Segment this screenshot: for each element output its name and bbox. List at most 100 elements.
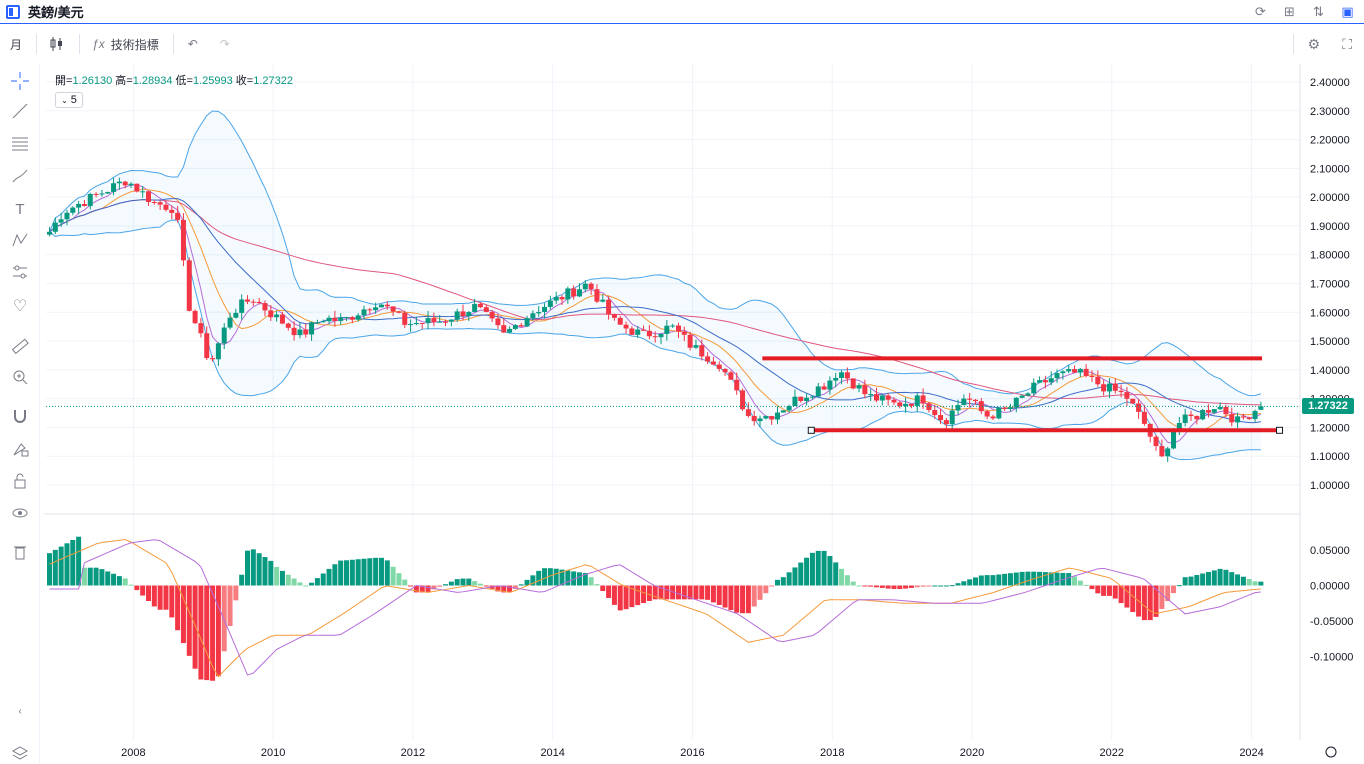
macd-histogram-bar	[134, 585, 140, 591]
macd-histogram-bar	[594, 584, 600, 586]
undo-icon[interactable]: ↶	[187, 37, 198, 51]
panel-toggle-icon[interactable]: ▣	[1341, 3, 1354, 19]
candle-body	[978, 401, 984, 412]
magnet-icon[interactable]	[9, 405, 31, 427]
candle-body	[751, 415, 757, 422]
macd-histogram-bar	[757, 585, 763, 600]
candle-body	[1188, 414, 1194, 417]
favorites-icon[interactable]: ♡	[12, 298, 28, 315]
macd-histogram-bar	[1002, 573, 1008, 586]
lock-icon[interactable]	[9, 470, 31, 492]
macd-histogram-bar	[850, 581, 856, 586]
macd-histogram-bar	[623, 585, 629, 610]
macd-histogram-bar	[1217, 568, 1223, 586]
text-tool-icon[interactable]: T	[15, 200, 25, 218]
candle-body	[1240, 416, 1246, 418]
time-tick-label: 2016	[680, 747, 704, 759]
candle-body	[70, 207, 76, 213]
candle-body	[483, 307, 489, 312]
indicators-button[interactable]: ƒx 技術指標	[92, 36, 159, 53]
candle-body	[245, 299, 251, 302]
macd-histogram-bar	[996, 574, 1002, 586]
macd-axis: 0.05000 0.00000 -0.05000 -0.10000	[1310, 545, 1353, 664]
settings-icon[interactable]: ⚙	[1307, 35, 1320, 52]
settings-gear-icon[interactable]	[1325, 746, 1337, 758]
macd-histogram-bar	[1159, 585, 1165, 609]
layers-icon[interactable]	[9, 742, 31, 764]
candle-body	[291, 327, 297, 336]
ruler-icon[interactable]	[9, 335, 31, 357]
time-tick-label: 2020	[960, 747, 984, 759]
candle-body	[774, 412, 780, 420]
refresh-icon[interactable]: ⟳	[1255, 3, 1266, 19]
zoom-in-icon[interactable]	[9, 366, 31, 388]
candle-body	[897, 402, 903, 407]
candle-body	[210, 358, 216, 360]
trash-icon[interactable]	[9, 541, 31, 563]
macd-histogram-bar	[233, 585, 239, 601]
macd-histogram-bar	[180, 585, 186, 644]
open-value: 1.26130	[72, 75, 113, 87]
candle-body	[658, 333, 664, 338]
candle-body	[792, 396, 798, 407]
macd-histogram-bar	[326, 568, 332, 586]
candle-body	[1165, 448, 1171, 457]
candle-body	[1235, 416, 1241, 423]
grid-icon[interactable]: ⊞	[1284, 3, 1295, 19]
macd-histogram-bar	[175, 585, 181, 631]
macd-histogram-bar	[932, 585, 938, 587]
interval-button[interactable]: 月	[10, 37, 23, 52]
candle-body	[93, 193, 99, 195]
lock-drawing-icon[interactable]	[9, 438, 31, 460]
macd-histogram-bar	[868, 585, 874, 587]
macd-histogram-bar	[192, 585, 198, 669]
pattern-icon[interactable]	[9, 229, 31, 251]
candle-body	[390, 306, 396, 312]
candle-body	[571, 288, 577, 297]
measure-icon[interactable]	[9, 261, 31, 283]
macd-line	[49, 538, 1261, 678]
candle-body	[786, 406, 792, 411]
candle-body	[809, 396, 815, 398]
price-tick-label: 1.90000	[1310, 221, 1350, 233]
candle-style-icon[interactable]	[49, 36, 65, 52]
macd-histogram-bar	[1066, 573, 1072, 586]
candle-body	[652, 336, 658, 338]
macd-histogram-bar	[885, 585, 891, 589]
indicator-toggle[interactable]: ⌄ 5	[55, 92, 83, 108]
candle-body	[996, 407, 1002, 419]
price-tick-label: 2.30000	[1310, 106, 1350, 118]
bollinger-fill	[49, 110, 1261, 460]
macd-pane	[46, 536, 1264, 681]
candle-body	[151, 202, 157, 204]
crosshair-icon[interactable]	[9, 70, 31, 92]
visibility-icon[interactable]	[9, 502, 31, 524]
macd-histogram-bar	[914, 585, 920, 588]
macd-histogram-bar	[809, 552, 815, 586]
fullscreen-icon[interactable]: ⛶	[1342, 35, 1352, 52]
macd-histogram-bar	[862, 585, 868, 587]
macd-histogram-bar	[309, 582, 315, 586]
macd-histogram-bar	[448, 581, 454, 586]
macd-histogram-bar	[542, 568, 548, 586]
trend-line-icon[interactable]	[9, 100, 31, 122]
fib-icon[interactable]	[9, 133, 31, 155]
candle-body	[1153, 436, 1159, 447]
candle-body	[559, 296, 565, 300]
redo-icon[interactable]: ↷	[219, 37, 230, 51]
candle-body	[157, 202, 163, 205]
brush-icon[interactable]	[9, 165, 31, 187]
candle-body	[914, 395, 920, 406]
macd-histogram-bar	[93, 567, 99, 586]
macd-histogram-bar	[303, 585, 309, 587]
collapse-toolbar-icon[interactable]: ‹	[18, 705, 22, 717]
macd-histogram-bar	[338, 560, 344, 586]
macd-histogram-bar	[705, 585, 711, 600]
macd-histogram-bar	[378, 557, 384, 586]
macd-histogram-bar	[274, 567, 280, 586]
high-label: 高=	[115, 75, 133, 87]
candle-body	[192, 310, 198, 324]
macd-histogram-bar	[518, 584, 524, 586]
sort-icon[interactable]: ⇅	[1313, 3, 1324, 19]
